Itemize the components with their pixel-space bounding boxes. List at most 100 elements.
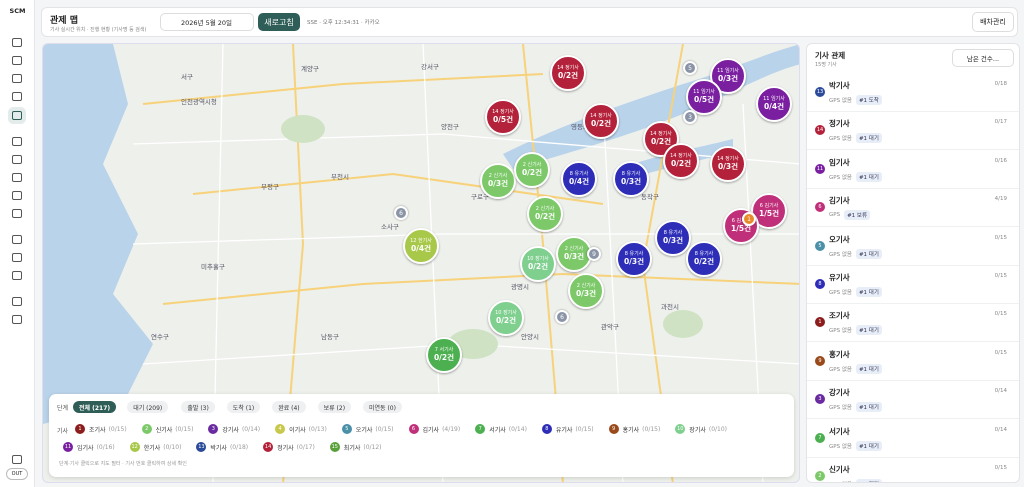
driver-marker[interactable]: 2 신기사 0/2건 <box>514 152 550 188</box>
driver-marker[interactable]: 12 한기사 0/4건 <box>403 228 439 264</box>
driver-chip[interactable]: 7 서기사 (0/14) <box>475 423 527 435</box>
marker-num: 14 <box>590 113 597 120</box>
status: SSE · 오후 12:34:31 · 카카오 <box>307 20 380 26</box>
driver-item[interactable]: 임기사 0/16 11 GPS 없음 #1 대기 <box>807 151 1019 189</box>
nav-icon[interactable] <box>12 209 22 218</box>
driver-chip[interactable]: 8 유기사 (0/15) <box>541 423 594 435</box>
nav-icon[interactable] <box>12 297 22 306</box>
nav-icon[interactable] <box>12 74 22 83</box>
sort-select[interactable]: 남은 건수... <box>952 49 1014 67</box>
driver-item[interactable]: 서기사 0/14 7 GPS 없음 #1 대기 <box>807 420 1019 458</box>
driver-item[interactable]: 정기사 0/17 14 GPS 없음 #1 대기 <box>807 112 1019 151</box>
driver-chip[interactable]: 10 장기사 (0/10) <box>675 423 727 435</box>
stage-chip[interactable]: 전체 (217) <box>73 401 117 413</box>
cluster-marker[interactable]: 3 <box>683 110 697 124</box>
nav-icon[interactable] <box>12 191 22 200</box>
cluster-marker[interactable]: 5 <box>683 61 697 75</box>
driver-item[interactable]: 조기사 0/15 1 GPS 없음 #1 대기 <box>807 304 1019 343</box>
driver-item[interactable]: 강기사 0/14 3 GPS 없음 #1 대기 <box>807 381 1019 420</box>
nav-icon[interactable] <box>12 455 22 464</box>
driver-marker[interactable]: 11 임기사 0/4건 <box>756 86 792 122</box>
date-picker[interactable]: 2026년 5월 20일 <box>160 13 254 31</box>
map[interactable]: 계양구서구인천광역시청부천시부평구소사구구로구영등포구동작구관악구서초구강서구양… <box>42 43 800 483</box>
marker-count: 0/2건 <box>590 118 612 128</box>
marker-num: 2 <box>535 206 539 213</box>
driver-chip[interactable]: 9 홍기사 (0/15) <box>608 423 660 435</box>
driver-chip[interactable]: 6 김기사 (4/19) <box>408 423 460 435</box>
stage-chip[interactable]: 출발 (3) <box>181 401 215 413</box>
driver-marker[interactable]: 7 서기사 0/2건 <box>426 337 462 373</box>
refresh-button[interactable]: 새로고침 <box>258 13 300 31</box>
driver-marker[interactable]: 2 신기사 0/2건 <box>527 196 563 232</box>
item-count: 0/17 <box>994 119 1007 126</box>
driver-chip[interactable]: 3 강기사 (0/14) <box>208 423 260 435</box>
cluster-marker[interactable]: 6 <box>394 206 408 220</box>
marker-driver: 14 정기사 <box>645 132 677 137</box>
nav-icon[interactable] <box>12 137 22 146</box>
nav-icon[interactable] <box>12 173 22 182</box>
item-name: 서기사 <box>829 426 850 436</box>
driver-num: 13 <box>196 442 207 452</box>
driver-item[interactable]: 박기사 0/18 13 GPS 없음 #1 도착 <box>807 74 1019 112</box>
stage-chip[interactable]: 대기 (209) <box>127 401 169 413</box>
driver-marker[interactable]: 10 장기사 0/2건 <box>520 246 556 282</box>
driver-chip[interactable]: 13 박기사 (0/18) <box>196 441 248 453</box>
driver-marker[interactable]: 2 신기사 0/3건 <box>480 163 516 199</box>
stage-chip[interactable]: 도착 (1) <box>226 401 261 413</box>
driver-chip[interactable]: 11 임기사 (0/16) <box>63 441 115 453</box>
stage-chip[interactable]: 완료 (4) <box>272 401 306 413</box>
driver-marker[interactable]: 14 정기사 0/3건 <box>710 146 746 182</box>
marker-count: 1/5건 <box>730 223 752 233</box>
logout[interactable]: OUT <box>6 468 28 480</box>
nav-icon[interactable] <box>12 111 22 120</box>
item-badge: 5 <box>815 240 825 251</box>
driver-item[interactable]: 오기사 0/15 5 GPS 없음 #1 대기 <box>807 228 1019 266</box>
driver-marker[interactable]: 14 정기사 0/2건 <box>550 55 586 91</box>
driver-marker[interactable]: 11 임기사 0/5건 <box>686 79 722 115</box>
stage-chip[interactable]: 보류 (2) <box>317 401 352 413</box>
driver-item[interactable]: 신기사 0/15 2 GPS 없음#1 대기 <box>807 458 1019 482</box>
map-label: 계양구 <box>301 65 319 73</box>
driver-chip[interactable]: 12 한기사 (0/10) <box>129 441 181 453</box>
driver-marker[interactable]: 14 정기사 0/2건 <box>643 121 679 157</box>
driver-marker[interactable]: 14 정기사 0/5건 <box>485 99 521 135</box>
nav-icon[interactable] <box>12 92 22 101</box>
driver-chip[interactable]: 1 조기사 (0/15) <box>75 423 127 435</box>
driver-marker[interactable]: 14 정기사 0/2건 <box>583 103 619 139</box>
driver-marker[interactable]: 8 유기사 0/3건 <box>655 220 691 256</box>
driver-marker[interactable]: 8 유기사 0/2건 <box>686 241 722 277</box>
nav-icon[interactable] <box>12 56 22 65</box>
driver-chip[interactable]: 4 이기사 (0/13) <box>275 423 327 435</box>
nav-icon[interactable] <box>12 253 22 262</box>
nav-icon[interactable] <box>12 235 22 244</box>
dispatch-button[interactable]: 배차관리 <box>972 12 1014 32</box>
nav-icon[interactable] <box>12 271 22 280</box>
driver-num: 5 <box>341 424 352 434</box>
driver-item[interactable]: 유기사 0/15 8 GPS 없음 #1 대기 <box>807 266 1019 304</box>
driver-chip[interactable]: 2 신기사 (0/15) <box>141 423 193 435</box>
marker-num: 8 <box>621 171 625 178</box>
driver-marker[interactable]: 14 정기사 0/2건 <box>663 143 699 179</box>
nav-icon[interactable] <box>12 155 22 164</box>
cluster-marker[interactable]: 9 <box>587 247 601 261</box>
driver-marker[interactable]: 8 유기사 0/3건 <box>616 241 652 277</box>
driver-marker[interactable]: 8 유기사 0/3건 <box>613 161 649 197</box>
stage-chip[interactable]: 미연동 (0) <box>363 401 402 413</box>
driver-num: 1 <box>75 424 85 434</box>
map-label: 광명시 <box>511 283 529 291</box>
cluster-marker[interactable]: 6 <box>555 310 569 324</box>
nav-icon[interactable] <box>12 315 22 324</box>
cluster-marker[interactable]: 1 <box>742 212 756 226</box>
driver-name: 신기사 <box>155 426 173 434</box>
driver-num: 6 <box>408 424 419 434</box>
driver-chip[interactable]: 15 최기사 (0/12) <box>329 441 382 453</box>
driver-chip[interactable]: 5 오기사 (0/15) <box>341 423 394 435</box>
nav-icon[interactable] <box>12 38 22 47</box>
marker-num: 2 <box>564 246 568 253</box>
driver-marker[interactable]: 8 유기사 0/4건 <box>561 161 597 197</box>
driver-item[interactable]: 김기사 4/19 6 GPS #1 보류 <box>807 189 1019 228</box>
driver-item[interactable]: 홍기사 0/15 9 GPS 없음 #1 대기 <box>807 343 1019 381</box>
driver-marker[interactable]: 2 신기사 0/3건 <box>568 273 604 309</box>
driver-marker[interactable]: 10 장기사 0/2건 <box>488 300 524 336</box>
driver-chip[interactable]: 14 정기사 (0/17) <box>263 441 315 453</box>
